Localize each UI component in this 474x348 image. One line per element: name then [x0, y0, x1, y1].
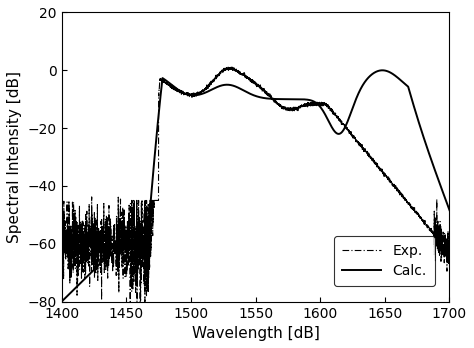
Calc.: [447, 208, 452, 212]
Exp.: [341, 122, 346, 126]
Line: Exp.: Exp.: [62, 67, 449, 302]
Calc.: [59, 300, 64, 304]
Calc.: [364, 77, 370, 81]
Exp.: [243, 76, 249, 80]
Calc.: [79, 280, 84, 284]
Exp.: [128, 300, 133, 304]
Y-axis label: Spectral Intensity [dB]: Spectral Intensity [dB]: [7, 71, 22, 243]
X-axis label: Wavelength [dB]: Wavelength [dB]: [191, 326, 319, 341]
Exp.: [447, 253, 452, 257]
Calc.: [237, 86, 243, 90]
Calc.: [380, 68, 385, 72]
Exp.: [229, 65, 235, 69]
Exp.: [222, 68, 228, 72]
Calc.: [436, 178, 441, 182]
Exp.: [416, 212, 421, 216]
Exp.: [435, 244, 441, 248]
Line: Calc.: Calc.: [62, 70, 449, 302]
Exp.: [225, 67, 231, 71]
Calc.: [247, 92, 253, 96]
Calc.: [436, 177, 441, 182]
Legend: Exp., Calc.: Exp., Calc.: [334, 236, 435, 286]
Exp.: [59, 220, 64, 224]
